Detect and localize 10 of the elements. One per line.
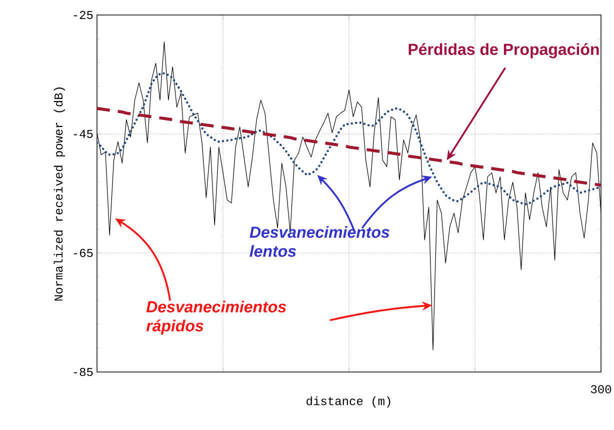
y-tick-label: -65 [74,248,93,258]
annotation: Desvanecimientos rápidos [146,300,286,335]
y-tick-label: -45 [74,130,93,138]
text: 300 [590,385,612,394]
annotation: Pérdidas de Propagación [408,43,599,58]
x-axis-title: distance (m) [306,396,390,408]
y-tick-label: -25 [74,10,93,20]
y-tick-label: -85 [74,368,93,376]
annotation: Desvanecimientos lentos [250,226,390,257]
y-axis-title: Normalized received power (dB) [54,88,66,301]
